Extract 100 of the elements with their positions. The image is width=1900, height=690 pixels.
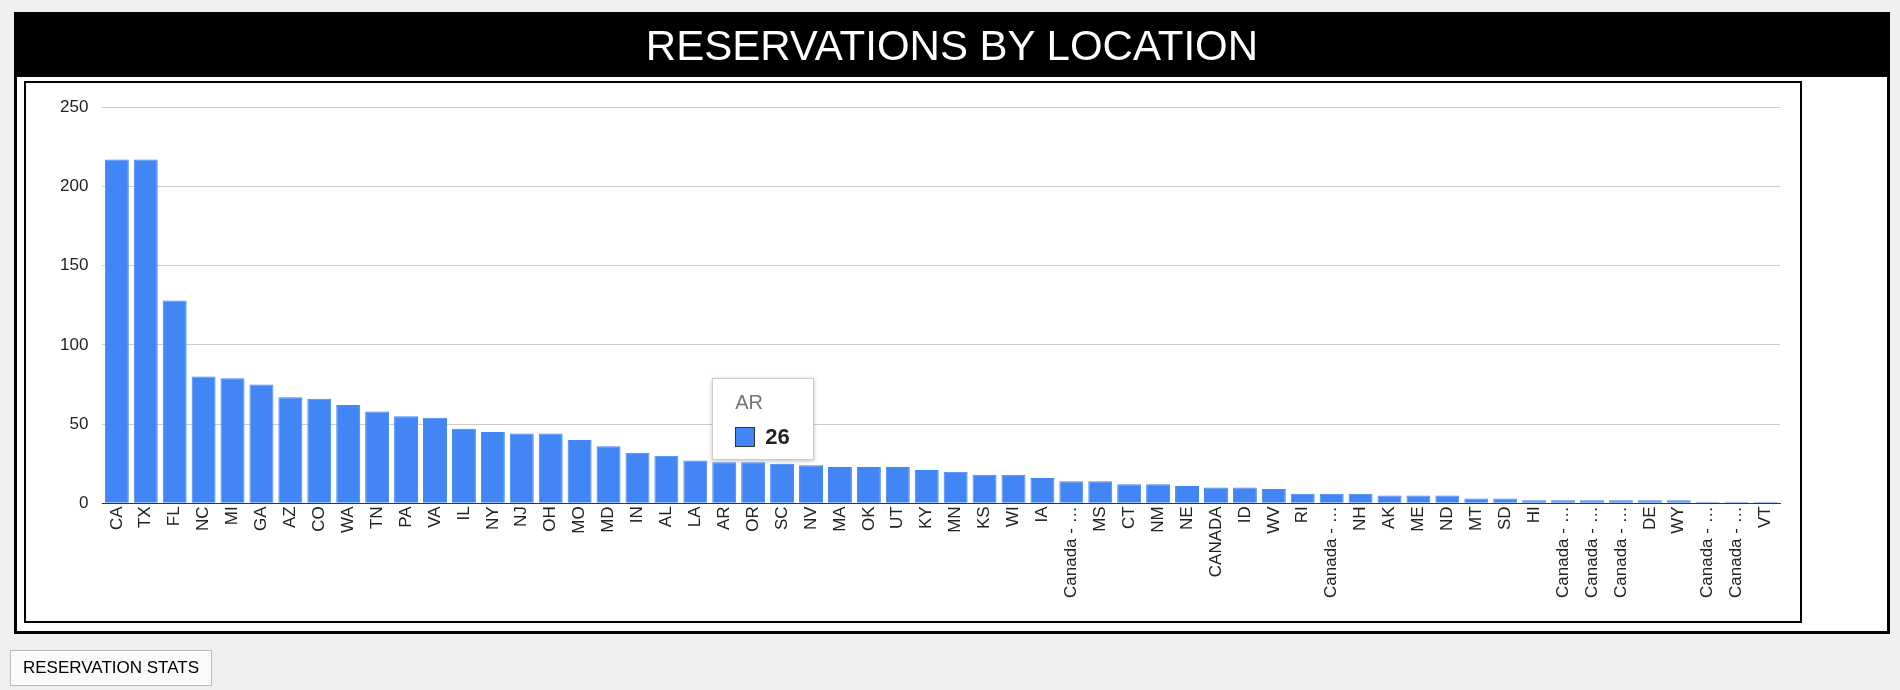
bar bbox=[1232, 487, 1257, 503]
bar bbox=[249, 384, 274, 503]
bar bbox=[451, 428, 476, 503]
bar bbox=[1117, 484, 1142, 503]
x-tick-label: MO bbox=[569, 506, 589, 534]
bar bbox=[480, 432, 505, 503]
x-tick-label: WY bbox=[1668, 506, 1688, 534]
bar bbox=[394, 416, 419, 503]
x-tick-label: ID bbox=[1234, 506, 1254, 524]
x-tick-label: Canada - … bbox=[1726, 506, 1746, 599]
x-tick-label: CANADA bbox=[1205, 505, 1225, 578]
y-tick-label: 0 bbox=[78, 493, 89, 513]
x-tick-label: NC bbox=[193, 506, 213, 531]
x-tick-label: VT bbox=[1755, 506, 1775, 529]
x-tick-label: NY bbox=[482, 506, 502, 530]
x-tick-label: FL bbox=[164, 506, 184, 527]
bar bbox=[972, 474, 997, 503]
x-tick-label: ND bbox=[1437, 506, 1457, 531]
y-tick-label: 50 bbox=[69, 413, 89, 433]
bar bbox=[827, 466, 852, 503]
chart-title: RESERVATIONS BY LOCATION bbox=[17, 15, 1887, 77]
bar bbox=[1435, 495, 1460, 503]
text: RESERVATION STATS bbox=[10, 650, 213, 686]
x-tick-label: AL bbox=[656, 506, 676, 528]
x-tick-label: NM bbox=[1147, 506, 1167, 533]
x-tick-label: AZ bbox=[280, 506, 300, 529]
bar bbox=[856, 466, 881, 503]
x-tick-label: OK bbox=[858, 505, 878, 531]
x-tick-label: ME bbox=[1408, 506, 1428, 532]
bar bbox=[885, 466, 910, 503]
x-tick-label: CO bbox=[308, 506, 328, 532]
bar bbox=[683, 460, 708, 503]
x-tick-label: MS bbox=[1089, 506, 1109, 532]
x-tick-label: OR bbox=[742, 506, 762, 532]
bar bbox=[220, 378, 245, 503]
x-tick-label: KY bbox=[916, 506, 936, 530]
x-tick-label: KS bbox=[974, 506, 994, 530]
x-tick-label: WA bbox=[337, 505, 357, 534]
y-tick-label: 200 bbox=[59, 176, 89, 196]
annotation: 26 bbox=[765, 424, 790, 451]
bar bbox=[365, 411, 390, 503]
bar bbox=[162, 300, 187, 503]
x-tick-label: NV bbox=[800, 505, 820, 530]
x-tick-label: WI bbox=[1003, 506, 1023, 528]
bar bbox=[1406, 495, 1431, 503]
bar bbox=[654, 455, 679, 503]
x-tick-label: Canada - … bbox=[1321, 506, 1341, 599]
bar bbox=[1146, 484, 1171, 503]
x-tick-label: DE bbox=[1639, 506, 1659, 530]
x-tick-label: PA bbox=[395, 505, 415, 528]
x-tick-label: NH bbox=[1350, 506, 1370, 531]
x-tick-label: LA bbox=[685, 505, 705, 528]
bar bbox=[1175, 485, 1200, 503]
bar bbox=[1001, 474, 1026, 503]
x-tick-label: Canada - … bbox=[1552, 506, 1572, 599]
x-tick-label: CA bbox=[106, 505, 126, 530]
bar bbox=[712, 462, 737, 503]
x-tick-label: GA bbox=[251, 505, 271, 531]
x-tick-label: MI bbox=[222, 506, 242, 526]
y-tick-label: 150 bbox=[59, 255, 89, 275]
y-tick-label: 250 bbox=[59, 96, 89, 116]
bar bbox=[307, 398, 332, 503]
x-tick-label: Canada - … bbox=[1610, 506, 1630, 599]
x-tick-label: AK bbox=[1379, 505, 1399, 530]
bar bbox=[538, 433, 563, 503]
x-tick-label: AR bbox=[713, 506, 733, 530]
category-label: AR bbox=[735, 391, 764, 414]
bar bbox=[1088, 481, 1113, 503]
x-tick-label: MN bbox=[945, 506, 965, 533]
x-tick-label: NE bbox=[1176, 506, 1196, 530]
bar bbox=[191, 376, 216, 503]
bar bbox=[423, 417, 447, 503]
x-tick-label: TN bbox=[366, 506, 386, 530]
bar bbox=[1059, 481, 1084, 503]
x-tick-label: Canada - … bbox=[1061, 506, 1081, 599]
x-tick-label: WV bbox=[1263, 505, 1283, 534]
bar bbox=[509, 433, 534, 503]
bar bbox=[770, 463, 795, 503]
bar bbox=[625, 452, 650, 503]
bar bbox=[278, 397, 303, 503]
x-tick-label: CT bbox=[1118, 506, 1138, 530]
bar bbox=[943, 471, 968, 503]
x-tick-label: UT bbox=[887, 506, 907, 530]
bar bbox=[1261, 489, 1286, 503]
bar bbox=[1030, 477, 1055, 503]
x-tick-label: RI bbox=[1292, 506, 1312, 524]
bar bbox=[133, 159, 158, 503]
x-tick-label: HI bbox=[1523, 506, 1543, 524]
x-tick-label: SD bbox=[1494, 506, 1514, 530]
x-tick-label: SC bbox=[771, 506, 791, 530]
x-tick-label: IL bbox=[453, 506, 473, 521]
x-tick-label: MA bbox=[829, 505, 849, 532]
bar bbox=[741, 462, 766, 503]
x-tick-label: IN bbox=[627, 506, 647, 524]
x-tick-label: VA bbox=[424, 505, 444, 528]
bar bbox=[567, 439, 592, 503]
x-tick-label: IA bbox=[1032, 505, 1052, 523]
x-tick-label: MD bbox=[598, 506, 618, 533]
x-tick-label: Canada - … bbox=[1697, 506, 1717, 599]
x-tick-label: NJ bbox=[511, 506, 531, 528]
